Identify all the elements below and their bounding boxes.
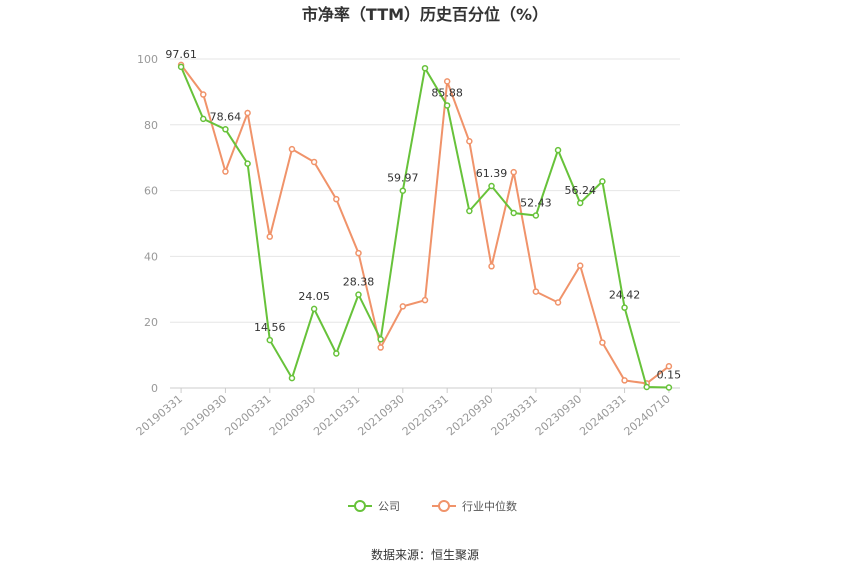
data-point <box>177 63 185 71</box>
series-layer <box>177 61 673 391</box>
data-point <box>532 212 540 219</box>
data-point <box>377 344 384 351</box>
grid <box>170 58 680 323</box>
data-point <box>288 374 296 382</box>
y-tick-label: 100 <box>137 53 158 66</box>
data-label: 0.15 <box>657 369 682 382</box>
data-point <box>532 288 540 295</box>
data-point <box>488 263 495 270</box>
data-point <box>377 336 384 343</box>
data-label: 14.56 <box>254 321 286 334</box>
chart-title: 市净率（TTM）历史百分位（%） <box>302 5 548 24</box>
data-point <box>355 291 362 298</box>
data-point <box>244 160 251 167</box>
data-point <box>466 138 473 145</box>
legend-marker <box>354 500 366 512</box>
x-tick-label: 20220331 <box>400 392 451 438</box>
x-tick-label: 20210930 <box>355 392 406 438</box>
data-point <box>576 262 584 269</box>
data-label: 59.97 <box>387 172 419 185</box>
legend-item-0[interactable]: 公司 <box>348 500 400 513</box>
x-axis: 2019033120190930202003312020093020210331… <box>134 387 680 438</box>
data-point <box>266 336 274 344</box>
data-point <box>266 233 274 240</box>
data-point <box>355 249 362 257</box>
x-tick-label: 20220930 <box>444 392 495 438</box>
x-tick-label: 20230930 <box>533 392 584 438</box>
data-point <box>310 305 318 313</box>
data-point <box>643 383 650 391</box>
data-point <box>510 209 517 217</box>
data-label: 24.05 <box>298 290 330 303</box>
data-point <box>510 168 517 176</box>
data-point <box>244 109 251 117</box>
y-tick-label: 20 <box>144 316 158 329</box>
data-point <box>222 126 229 133</box>
data-point <box>399 187 407 194</box>
data-point <box>554 146 562 154</box>
data-labels: 97.61 78.64 14.56 24.05 28.38 59.97 85.88 61.39… <box>165 48 681 382</box>
x-tick-label: 20210331 <box>311 392 362 438</box>
data-label: 78.64 <box>210 110 242 123</box>
data-point <box>333 350 340 357</box>
x-tick-label: 20240710 <box>622 392 673 438</box>
legend-label: 行业中位数 <box>462 499 517 513</box>
data-point <box>621 304 628 311</box>
y-axis: 0 20 40 60 80 100 <box>137 53 158 395</box>
data-point <box>200 91 207 98</box>
legend-label: 公司 <box>378 500 400 513</box>
data-point <box>333 195 340 203</box>
data-point <box>288 145 296 153</box>
data-point <box>576 199 584 207</box>
data-label: 52.43 <box>520 197 552 210</box>
legend-item-1[interactable]: 行业中位数 <box>432 499 517 513</box>
data-point <box>421 64 429 72</box>
source-note: 数据来源：恒生聚源 <box>371 547 479 562</box>
data-label: 61.39 <box>476 167 508 180</box>
data-point <box>621 377 628 384</box>
data-point <box>399 303 407 310</box>
data-point <box>466 207 473 215</box>
x-tick-label: 20190331 <box>134 392 185 438</box>
data-point <box>421 296 429 304</box>
data-point <box>200 115 207 123</box>
data-point <box>599 178 606 185</box>
data-label: 85.88 <box>431 86 463 99</box>
x-tick-label: 20200331 <box>222 392 273 438</box>
x-tick-label: 20240331 <box>577 392 628 438</box>
data-point <box>665 363 673 370</box>
data-label: 56.24 <box>564 184 596 197</box>
data-point <box>599 339 606 346</box>
data-label: 24.42 <box>609 289 641 302</box>
data-point <box>443 78 451 85</box>
y-tick-label: 40 <box>144 250 158 263</box>
legend-marker <box>438 500 450 512</box>
y-tick-label: 0 <box>151 382 158 395</box>
x-tick-label: 20200930 <box>267 392 318 438</box>
data-point <box>443 102 451 109</box>
x-tick-label: 20230331 <box>489 392 540 438</box>
y-tick-label: 80 <box>144 119 158 132</box>
data-point <box>665 384 673 391</box>
data-label: 97.61 <box>165 48 197 61</box>
legend[interactable]: 公司 行业中位数 <box>348 499 517 513</box>
data-point <box>488 182 495 190</box>
data-point <box>310 158 318 166</box>
data-label: 28.38 <box>343 276 375 289</box>
y-tick-label: 60 <box>144 185 158 198</box>
data-point <box>554 299 562 306</box>
x-tick-label: 20190930 <box>178 392 229 438</box>
series-line-0 <box>180 65 669 389</box>
data-point <box>222 168 229 175</box>
